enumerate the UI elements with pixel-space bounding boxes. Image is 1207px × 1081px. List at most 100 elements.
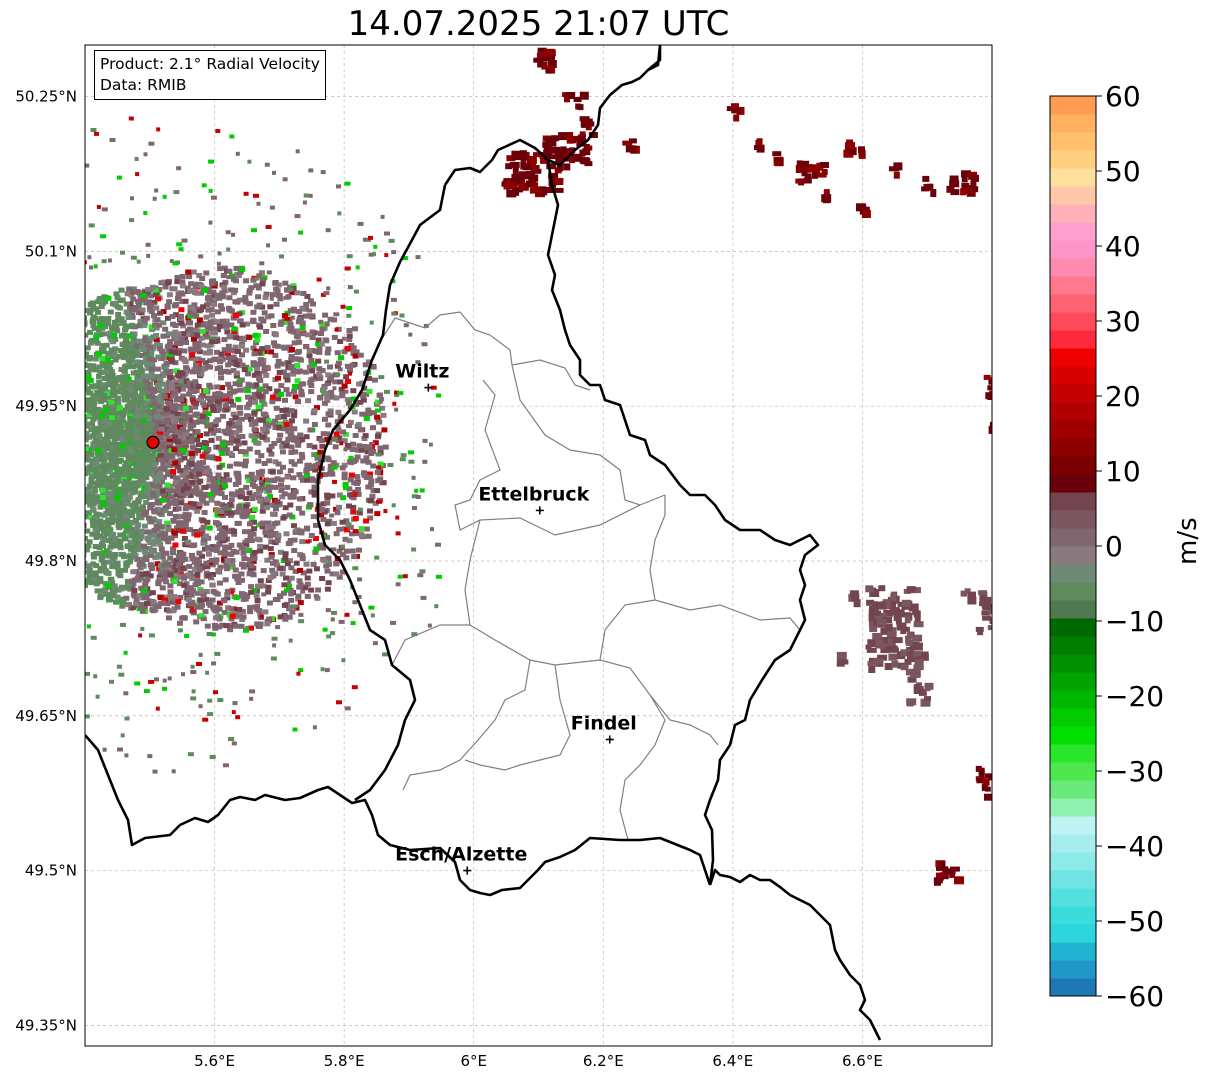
product-info-box: Product: 2.1° Radial Velocity Data: RMIB (94, 50, 326, 100)
colorbar-swatch (1050, 942, 1096, 961)
colorbar-swatch (1050, 978, 1096, 997)
city-label: Esch/Alzette (395, 844, 527, 866)
x-tick-label: 5.6°E (194, 1052, 235, 1070)
canton-border-lines (377, 311, 801, 841)
colorbar-swatch (1050, 384, 1096, 403)
colorbar-swatch (1050, 672, 1096, 691)
colorbar-tick-label: 20 (1105, 380, 1141, 413)
x-axis-ticks: 5.6°E 5.8°E 6°E 6.2°E 6.4°E 6.6°E (194, 1052, 883, 1070)
y-tick-label: 50.1°N (25, 242, 77, 260)
data-source-label: Data: RMIB (100, 76, 187, 94)
x-tick-label: 6.4°E (712, 1052, 753, 1070)
colorbar-swatch (1050, 312, 1096, 331)
colorbar-swatch (1050, 96, 1096, 115)
colorbar-swatch (1050, 420, 1096, 439)
colorbar-swatch (1050, 618, 1096, 637)
colorbar-swatch (1050, 888, 1096, 907)
colorbar-swatch (1050, 600, 1096, 619)
y-tick-label: 49.5°N (25, 862, 77, 880)
city-label: Ettelbruck (478, 483, 589, 505)
colorbar-swatch (1050, 546, 1096, 565)
colorbar-swatch (1050, 438, 1096, 457)
y-axis-ticks: 50.25°N 50.1°N 49.95°N 49.8°N 49.65°N 49.5°N 4… (15, 88, 77, 1035)
colorbar-swatch (1050, 222, 1096, 241)
colorbar-tick-label: −30 (1105, 755, 1164, 788)
x-tick-label: 6.6°E (842, 1052, 883, 1070)
colorbar-swatch (1050, 150, 1096, 169)
colorbar-swatch (1050, 726, 1096, 745)
map-frame (84, 44, 993, 1047)
colorbar-swatch (1050, 366, 1096, 385)
colorbar-tick-label: 60 (1105, 80, 1141, 113)
colorbar-swatch (1050, 492, 1096, 511)
y-tick-label: 49.8°N (25, 552, 77, 570)
colorbar-swatch (1050, 798, 1096, 817)
colorbar-swatch (1050, 816, 1096, 835)
colorbar-tick-label: −20 (1105, 680, 1164, 713)
colorbar-tick-label: −50 (1105, 905, 1164, 938)
colorbar-swatch (1050, 456, 1096, 475)
colorbar-swatch (1050, 690, 1096, 709)
colorbar-swatch (1050, 852, 1096, 871)
y-tick-label: 49.65°N (15, 707, 77, 725)
city-marker: Findel (571, 713, 637, 744)
city-marker: Wiltz (395, 361, 449, 392)
map-background (85, 45, 992, 1046)
colorbar-swatch (1050, 186, 1096, 205)
colorbar-swatch (1050, 510, 1096, 529)
colorbar-swatch (1050, 132, 1096, 151)
colorbar-tick-label: 50 (1105, 155, 1141, 188)
colorbar-swatch (1050, 330, 1096, 349)
colorbar-swatch (1050, 294, 1096, 313)
colorbar-tick-label: −40 (1105, 830, 1164, 863)
colorbar-swatch (1050, 654, 1096, 673)
product-label: Product: 2.1° Radial Velocity (100, 55, 320, 73)
colorbar-tick-label: −10 (1105, 605, 1164, 638)
colorbar-swatch (1050, 762, 1096, 781)
colorbar: 60 50 40 30 20 10 0 −10 −20 −30 −40 −50 −60 (1049, 80, 1164, 1013)
colorbar-swatch (1050, 780, 1096, 799)
city-marker: Esch/Alzette (395, 844, 527, 875)
colorbar-swatch (1050, 924, 1096, 943)
colorbar-tick-label: 0 (1105, 530, 1123, 563)
colorbar-swatch (1050, 168, 1096, 187)
colorbar-swatch (1050, 276, 1096, 295)
colorbar-tick-label: −60 (1105, 980, 1164, 1013)
colorbar-swatch (1050, 906, 1096, 925)
x-tick-label: 6.2°E (583, 1052, 624, 1070)
colorbar-swatch (1050, 528, 1096, 547)
colorbar-swatch (1050, 960, 1096, 979)
colorbar-tick-label: 10 (1105, 455, 1141, 488)
colorbar-swatch (1050, 582, 1096, 601)
colorbar-swatch (1050, 114, 1096, 133)
y-tick-label: 50.25°N (15, 88, 77, 106)
colorbar-swatch (1050, 258, 1096, 277)
colorbar-tick-label: 30 (1105, 305, 1141, 338)
colorbar-swatch (1050, 204, 1096, 223)
colorbar-swatch (1050, 744, 1096, 763)
city-markers: Wiltz Ettelbruck Findel Esch/Alzette (395, 361, 637, 875)
colorbar-swatch (1050, 348, 1096, 367)
radar-site-marker (146, 435, 160, 449)
borders (85, 45, 882, 1041)
colorbar-swatch (1050, 564, 1096, 583)
colorbar-swatch (1050, 474, 1096, 493)
city-label: Wiltz (395, 361, 449, 383)
colorbar-swatch (1050, 240, 1096, 259)
colorbar-swatch (1050, 870, 1096, 889)
city-label: Findel (571, 713, 637, 735)
radar-echoes (85, 47, 992, 886)
y-tick-label: 49.35°N (15, 1016, 77, 1034)
colorbar-swatch (1050, 834, 1096, 853)
colorbar-swatch (1050, 708, 1096, 727)
colorbar-unit-label: m/s (1173, 517, 1203, 565)
y-tick-label: 49.95°N (15, 397, 77, 415)
city-marker: Ettelbruck (478, 483, 590, 515)
x-tick-label: 5.8°E (324, 1052, 365, 1070)
country-border-lines (85, 45, 882, 1041)
colorbar-swatch (1050, 636, 1096, 655)
colorbar-tick-label: 40 (1105, 230, 1141, 263)
x-tick-label: 6°E (460, 1052, 487, 1070)
map-title: 14.07.2025 21:07 UTC (347, 4, 730, 44)
